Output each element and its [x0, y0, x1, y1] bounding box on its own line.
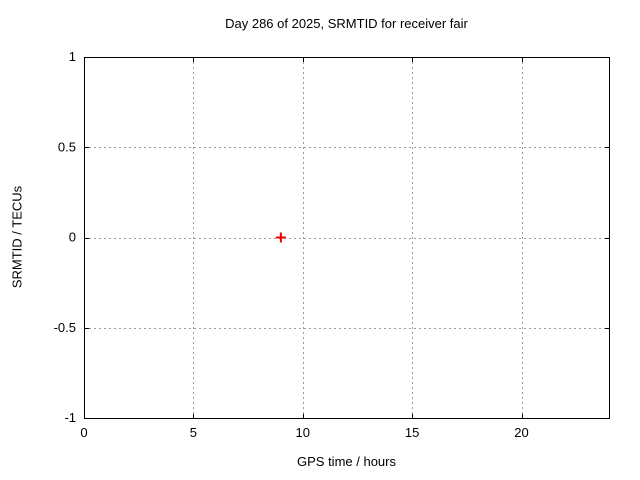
x-axis-label: GPS time / hours [297, 454, 396, 469]
plot-border [84, 57, 610, 419]
chart-title: Day 286 of 2025, SRMTID for receiver fai… [225, 16, 468, 31]
x-tick-label: 5 [190, 425, 197, 440]
y-tick-label: 0.5 [58, 139, 76, 154]
y-tick-label: -0.5 [54, 320, 76, 335]
y-tick-label: 0 [69, 230, 76, 245]
y-tick-label: 1 [69, 49, 76, 64]
x-tick-label: 10 [296, 425, 310, 440]
y-tick-label: -1 [64, 410, 76, 425]
x-tick-label: 15 [405, 425, 419, 440]
x-tick-label: 20 [514, 425, 528, 440]
x-tick-label: 0 [80, 425, 87, 440]
